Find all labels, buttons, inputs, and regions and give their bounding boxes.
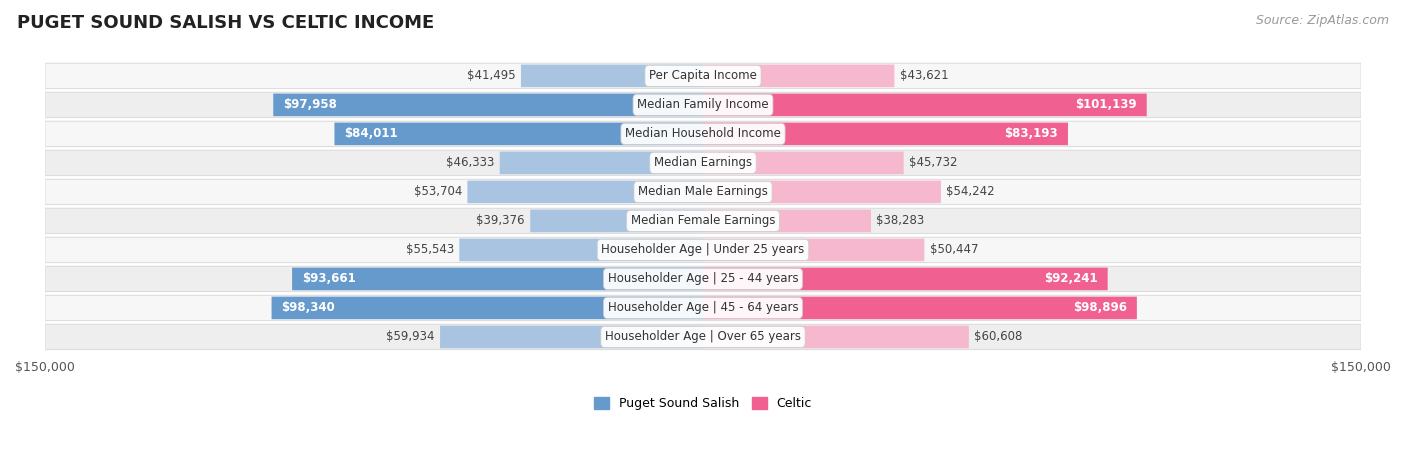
FancyBboxPatch shape	[271, 297, 703, 319]
Text: $55,543: $55,543	[406, 243, 454, 256]
Text: $46,333: $46,333	[446, 156, 495, 170]
Text: Per Capita Income: Per Capita Income	[650, 70, 756, 82]
FancyBboxPatch shape	[460, 239, 703, 261]
FancyBboxPatch shape	[335, 122, 703, 145]
Legend: Puget Sound Salish, Celtic: Puget Sound Salish, Celtic	[589, 392, 817, 415]
FancyBboxPatch shape	[703, 210, 870, 232]
FancyBboxPatch shape	[467, 181, 703, 203]
FancyBboxPatch shape	[292, 268, 703, 290]
FancyBboxPatch shape	[703, 64, 894, 87]
FancyBboxPatch shape	[45, 150, 1361, 176]
FancyBboxPatch shape	[45, 208, 1361, 234]
Text: Median Earnings: Median Earnings	[654, 156, 752, 170]
FancyBboxPatch shape	[703, 325, 969, 348]
FancyBboxPatch shape	[273, 93, 703, 116]
FancyBboxPatch shape	[45, 121, 1361, 147]
FancyBboxPatch shape	[703, 181, 941, 203]
FancyBboxPatch shape	[530, 210, 703, 232]
FancyBboxPatch shape	[45, 237, 1361, 262]
Text: $59,934: $59,934	[387, 331, 434, 343]
Text: Source: ZipAtlas.com: Source: ZipAtlas.com	[1256, 14, 1389, 27]
Text: $39,376: $39,376	[477, 214, 524, 227]
Text: $92,241: $92,241	[1045, 272, 1098, 285]
Text: $101,139: $101,139	[1076, 99, 1137, 112]
Text: $54,242: $54,242	[946, 185, 995, 198]
Text: $98,896: $98,896	[1073, 301, 1128, 314]
Text: $50,447: $50,447	[929, 243, 979, 256]
Text: Householder Age | Under 25 years: Householder Age | Under 25 years	[602, 243, 804, 256]
FancyBboxPatch shape	[45, 295, 1361, 320]
FancyBboxPatch shape	[45, 63, 1361, 89]
Text: $97,958: $97,958	[283, 99, 337, 112]
Text: $60,608: $60,608	[974, 331, 1022, 343]
Text: Median Female Earnings: Median Female Earnings	[631, 214, 775, 227]
Text: $38,283: $38,283	[876, 214, 925, 227]
FancyBboxPatch shape	[499, 152, 703, 174]
FancyBboxPatch shape	[45, 179, 1361, 205]
Text: $83,193: $83,193	[1004, 127, 1059, 141]
Text: PUGET SOUND SALISH VS CELTIC INCOME: PUGET SOUND SALISH VS CELTIC INCOME	[17, 14, 434, 32]
Text: Median Male Earnings: Median Male Earnings	[638, 185, 768, 198]
FancyBboxPatch shape	[522, 64, 703, 87]
Text: Householder Age | 45 - 64 years: Householder Age | 45 - 64 years	[607, 301, 799, 314]
Text: Householder Age | 25 - 44 years: Householder Age | 25 - 44 years	[607, 272, 799, 285]
Text: $84,011: $84,011	[344, 127, 398, 141]
FancyBboxPatch shape	[45, 266, 1361, 291]
FancyBboxPatch shape	[440, 325, 703, 348]
Text: $98,340: $98,340	[281, 301, 335, 314]
Text: $53,704: $53,704	[413, 185, 463, 198]
FancyBboxPatch shape	[703, 93, 1147, 116]
FancyBboxPatch shape	[45, 92, 1361, 118]
Text: Median Household Income: Median Household Income	[626, 127, 780, 141]
Text: Householder Age | Over 65 years: Householder Age | Over 65 years	[605, 331, 801, 343]
FancyBboxPatch shape	[703, 297, 1137, 319]
Text: $43,621: $43,621	[900, 70, 948, 82]
Text: $93,661: $93,661	[302, 272, 356, 285]
FancyBboxPatch shape	[703, 239, 924, 261]
Text: $45,732: $45,732	[908, 156, 957, 170]
Text: $41,495: $41,495	[467, 70, 516, 82]
FancyBboxPatch shape	[703, 268, 1108, 290]
FancyBboxPatch shape	[45, 324, 1361, 350]
FancyBboxPatch shape	[703, 152, 904, 174]
FancyBboxPatch shape	[703, 122, 1069, 145]
Text: Median Family Income: Median Family Income	[637, 99, 769, 112]
